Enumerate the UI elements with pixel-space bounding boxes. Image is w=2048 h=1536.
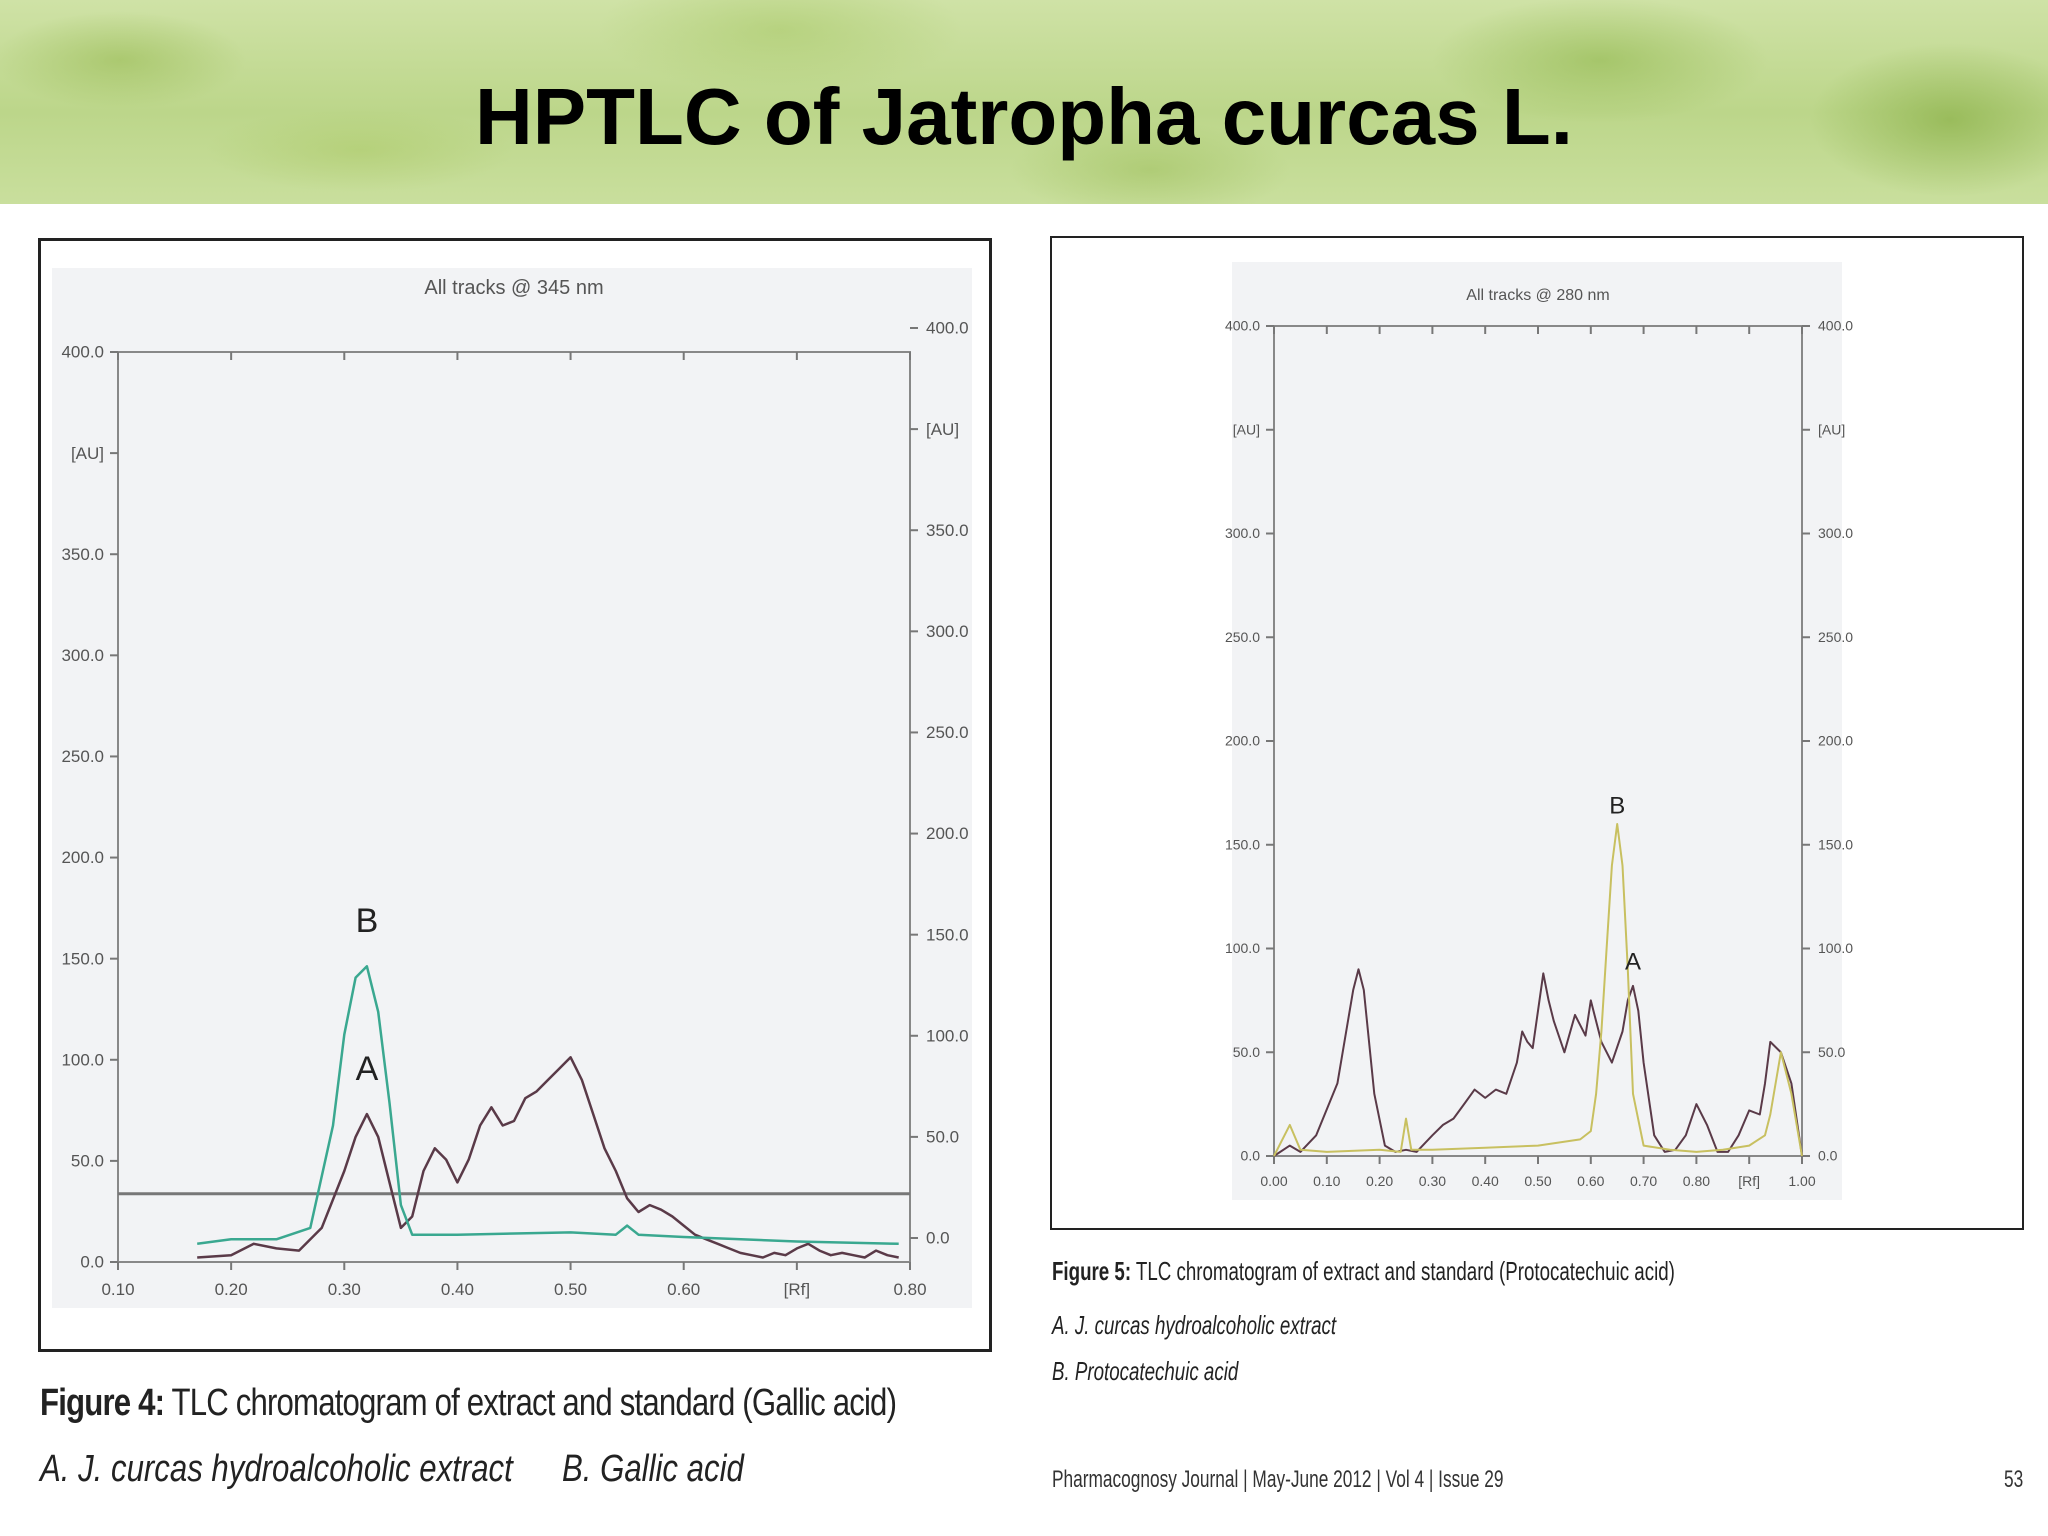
fig5-y-tick-label-left: 400.0 [1225,318,1260,334]
fig4-y-tick-label-right: 100.0 [926,1026,969,1045]
fig4-y-tick-label-left: 200.0 [61,848,104,867]
figure-5-caption-b: B. Protocatechuic acid [1052,1356,1239,1386]
fig4-x-tick-label: 0.40 [441,1280,474,1299]
fig5-x-tick-label: 0.80 [1683,1173,1710,1189]
fig5-x-tick-label: 0.00 [1260,1173,1287,1189]
fig4-x-tick-label: 0.10 [101,1280,134,1299]
fig4-y-tick-label-right: [AU] [926,420,959,439]
fig5-y-tick-label-left: 50.0 [1233,1044,1260,1060]
fig5-title: All tracks @ 280 nm [1466,287,1609,304]
fig5-y-tick-label-right: 50.0 [1818,1044,1845,1060]
fig5-y-tick-label-right: 250.0 [1818,629,1853,645]
figure-5-caption: Figure 5: TLC chromatogram of extract an… [1052,1256,1675,1287]
title-banner [0,0,2048,204]
fig4-y-tick-label-right: 300.0 [926,622,969,641]
journal-footer: Pharmacognosy Journal | May-June 2012 | … [1052,1466,1504,1493]
fig4-plot-frame [117,351,911,1263]
fig4-x-tick-label: 0.30 [328,1280,361,1299]
fig5-x-tick-label: 0.10 [1313,1173,1340,1189]
fig4-y-tick-label-right: 400.0 [926,319,969,338]
figure-4-chart: All tracks @ 345 nm 0.10 0.20 0.30 0.40 0.50 0… [52,268,972,1308]
fig5-y-tick-label-left: [AU] [1233,421,1260,437]
fig4-y-tick-label-left: 100.0 [61,1050,104,1069]
fig5-x-tick-label: [Rf] [1738,1173,1760,1189]
fig4-series-a [197,1056,899,1259]
figure-4-caption-label: Figure 4: [40,1382,165,1424]
fig5-y-tick-label-right: 400.0 [1818,318,1853,334]
fig5-y-tick-label-right: 0.0 [1818,1148,1838,1164]
fig5-y-tick-label-left: 200.0 [1225,733,1260,749]
fig4-peak-label-a: A [356,1050,379,1088]
fig5-y-tick-label-right: 300.0 [1818,525,1853,541]
fig4-y-tick-label-right: 200.0 [926,824,969,843]
fig5-x-tick-label: 0.30 [1419,1173,1446,1189]
figure-5-chart: All tracks @ 280 nm 0.00 0.10 0.20 0.30 0.40 0… [1225,262,1853,1200]
figure-5-caption-a: A. J. curcas hydroalcoholic extract [1052,1310,1337,1340]
fig4-plot-background [52,268,972,1308]
fig4-x-tick-label: 0.50 [554,1280,587,1299]
figure-4-caption: Figure 4: TLC chromatogram of extract an… [40,1382,897,1425]
fig5-y-tick-label-right: [AU] [1818,421,1845,437]
fig5-plot-background [1232,262,1842,1200]
fig4-y-tick-label-left: 150.0 [61,949,104,968]
fig5-x-tick-label: 1.00 [1788,1173,1815,1189]
fig5-peak-label-b: B [1609,793,1625,820]
fig5-x-tick-label: 0.50 [1524,1173,1551,1189]
fig4-y-tick-label-left: 350.0 [61,545,104,564]
fig5-y-tick-label-left: 300.0 [1225,525,1260,541]
slide-title: HPTLC of Jatropha curcas L. [475,72,1573,161]
fig5-series-b [1273,823,1803,1157]
fig5-y-tick-label-right: 100.0 [1818,940,1853,956]
fig5-y-tick-label-right: 150.0 [1818,836,1853,852]
fig4-y-tick-label-right: 350.0 [926,521,969,540]
figure-5-caption-label: Figure 5: [1052,1256,1132,1286]
fig4-y-tick-label-left: 0.0 [80,1253,104,1272]
fig5-x-tick-label: 0.60 [1577,1173,1604,1189]
fig5-x-tick-label: 0.40 [1472,1173,1499,1189]
fig4-series-b [197,965,899,1246]
fig4-y-tick-label-left: 50.0 [71,1152,104,1171]
fig5-y-tick-label-left: 150.0 [1225,836,1260,852]
figure-4-caption-text: TLC chromatogram of extract and standard… [164,1382,897,1424]
fig4-title: All tracks @ 345 nm [424,277,603,299]
figure-4-caption-a: A. J. curcas hydroalcoholic extract [40,1448,513,1490]
fig4-x-tick-label: [Rf] [784,1280,810,1299]
fig5-x-tick-label: 0.70 [1630,1173,1657,1189]
fig4-peak-label-b: B [356,902,379,940]
fig4-x-tick-label: 0.20 [215,1280,248,1299]
fig4-y-tick-label-right: 0.0 [926,1229,950,1248]
fig4-y-tick-label-right: 50.0 [926,1128,959,1147]
figure-4-legend: A. J. curcas hydroalcoholic extract B. Ga… [40,1448,744,1491]
page-number: 53 [2004,1466,2024,1493]
fig5-y-tick-label-left: 100.0 [1225,940,1260,956]
fig4-x-tick-label: 0.80 [893,1280,926,1299]
fig5-y-tick-label-left: 0.0 [1241,1148,1261,1164]
fig4-y-tick-label-left: 250.0 [61,747,104,766]
fig4-y-tick-label-right: 150.0 [926,925,969,944]
fig4-y-tick-label-right: 250.0 [926,723,969,742]
fig5-y-tick-label-right: 200.0 [1818,733,1853,749]
fig4-y-tick-label-left: [AU] [71,444,104,463]
fig4-x-tick-label: 0.60 [667,1280,700,1299]
fig4-y-tick-label-left: 300.0 [61,646,104,665]
figure-4-caption-b: B. Gallic acid [561,1448,744,1490]
figure-5-caption-text: TLC chromatogram of extract and standard… [1131,1256,1675,1286]
fig5-x-tick-label: 0.20 [1366,1173,1393,1189]
fig5-series-a [1273,968,1803,1157]
fig4-y-tick-label-left: 400.0 [61,343,104,362]
fig5-y-tick-label-left: 250.0 [1225,629,1260,645]
fig5-peak-label-a: A [1625,948,1641,975]
